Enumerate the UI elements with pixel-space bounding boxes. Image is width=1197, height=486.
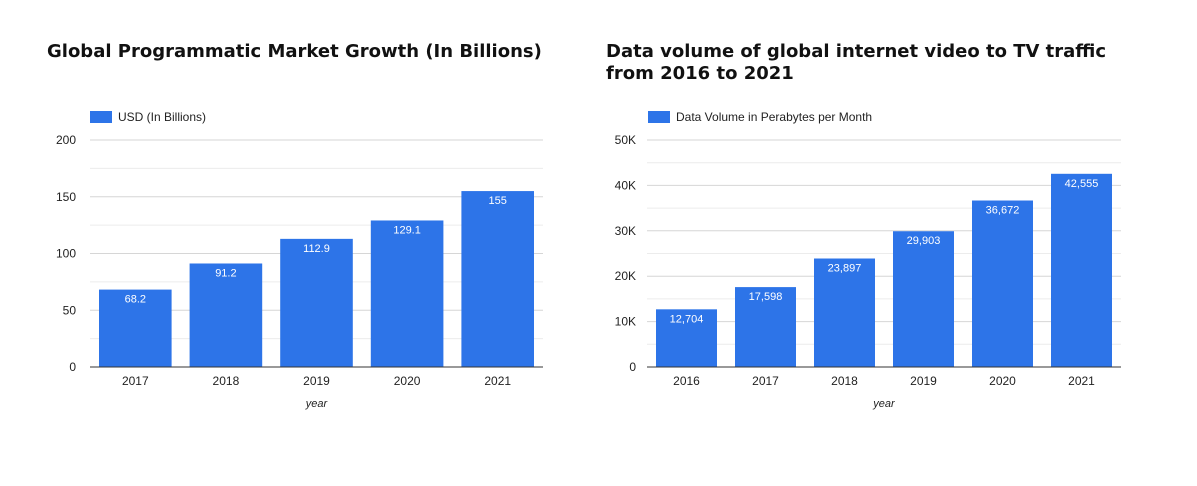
legend-label: Data Volume in Perabytes per Month [676,110,872,124]
bar-data-label: 36,672 [986,205,1020,217]
bar [656,309,717,367]
y-tick-label: 50K [615,133,636,147]
bar [280,238,353,367]
bar-data-label: 23,897 [828,263,862,275]
bar [1051,173,1112,367]
chart-2-title: Data volume of global internet video to … [606,41,1107,84]
x-tick-label: 2017 [122,374,149,388]
bar [461,191,534,367]
legend-label: USD (In Billions) [118,110,206,124]
y-tick-label: 100 [56,247,76,261]
bar [735,287,796,367]
bar-data-label: 29,903 [907,235,941,247]
x-tick-label: 2018 [213,374,240,388]
bar-data-label: 91.2 [215,267,236,279]
legend-swatch [90,111,112,123]
bar-data-label: 17,598 [749,291,783,303]
bar [972,200,1033,367]
bar [189,263,263,367]
bar [99,289,172,367]
bar [893,231,954,367]
y-tick-label: 40K [615,178,636,192]
y-tick-label: 200 [56,133,76,147]
bar-data-label: 129.1 [393,224,421,236]
bar-data-label: 68.2 [125,294,146,306]
chart-1-title: Global Programmatic Market Growth (In Bi… [47,41,542,62]
y-tick-label: 50 [63,303,77,317]
bar [370,220,444,367]
x-tick-label: 2019 [910,374,937,388]
bar-data-label: 42,555 [1065,178,1099,190]
x-tick-label: 2017 [752,374,779,388]
y-tick-label: 10K [615,315,636,329]
x-tick-label: 2018 [831,374,858,388]
bar-data-label: 112.9 [303,243,330,255]
bar-data-label: 12,704 [670,313,704,325]
x-tick-label: 2021 [484,374,511,388]
y-tick-label: 0 [69,360,76,374]
legend-swatch [648,111,670,123]
bar [814,258,875,367]
x-tick-label: 2019 [303,374,330,388]
x-axis-title: year [872,398,896,410]
x-tick-label: 2016 [673,374,700,388]
y-tick-label: 0 [629,360,636,374]
x-axis-title: year [305,398,329,410]
y-tick-label: 20K [615,269,636,283]
y-tick-label: 30K [615,224,636,238]
x-tick-label: 2021 [1068,374,1095,388]
bar-data-label: 155 [489,195,507,207]
x-tick-label: 2020 [989,374,1016,388]
x-tick-label: 2020 [394,374,421,388]
y-tick-label: 150 [56,190,76,204]
